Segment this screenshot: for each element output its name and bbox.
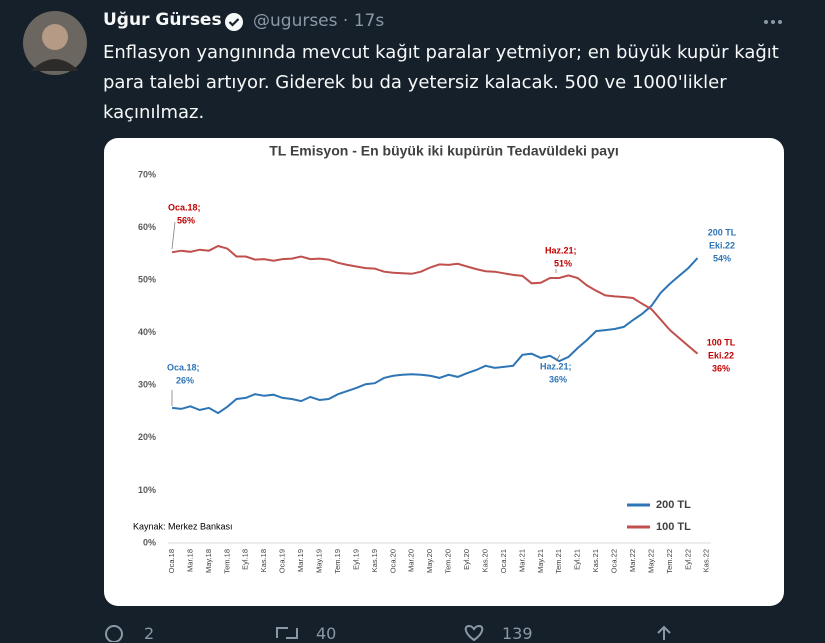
series-line — [171, 244, 699, 355]
annotation: 54% — [713, 253, 731, 263]
x-tick-label: Oca.22 — [610, 549, 619, 573]
x-tick-label: May.21 — [536, 549, 545, 573]
x-tick-label: Kas.19 — [370, 549, 379, 572]
x-tick-label: Eyl.18 — [241, 549, 250, 570]
x-tick-label: Oca.20 — [388, 549, 397, 573]
annotation: 36% — [549, 374, 567, 384]
x-tick-label: Tem.21 — [554, 549, 563, 574]
more-button[interactable] — [762, 14, 784, 30]
annotation: 26% — [176, 375, 194, 385]
x-tick-label: Eyl.21 — [573, 549, 582, 570]
x-tick-label: Oca.18 — [167, 549, 176, 573]
annotation: Oca.18; — [167, 362, 200, 372]
y-tick-label: 30% — [138, 380, 156, 390]
source: Kaynak: Merkez Bankası — [133, 521, 233, 531]
annotation: 100 TL — [707, 337, 736, 347]
x-tick-label: May.22 — [646, 549, 655, 573]
annotation: Haz.21; — [540, 361, 572, 371]
x-tick-label: Tem.19 — [333, 549, 342, 574]
like-count: 139 — [502, 624, 533, 643]
x-tick-label: Mar.18 — [185, 549, 194, 572]
y-tick-label: 0% — [143, 537, 156, 547]
y-tick-label: 70% — [138, 169, 156, 179]
x-tick-label: Tem.22 — [665, 549, 674, 574]
x-tick-label: Kas.22 — [702, 549, 711, 572]
x-tick-label: Tem.18 — [222, 549, 231, 574]
x-tick-label: Eyl.22 — [683, 549, 692, 570]
annotation: 56% — [177, 215, 195, 225]
x-tick-label: Eyl.20 — [462, 549, 471, 570]
reply-icon[interactable] — [104, 624, 124, 642]
x-tick-label: Eyl.19 — [351, 549, 360, 570]
x-tick-label: Kas.18 — [259, 549, 268, 572]
x-tick-label: Mar.19 — [296, 549, 305, 572]
y-tick-label: 40% — [138, 327, 156, 337]
reply-count: 2 — [144, 624, 155, 643]
annotation: 51% — [554, 258, 572, 268]
like-icon[interactable] — [462, 624, 486, 642]
leader-line — [555, 354, 561, 362]
verified-badge — [225, 13, 243, 31]
handle: @ugurses — [253, 11, 338, 31]
annotation: Oca.18; — [168, 202, 201, 212]
x-tick-label: Mar.21 — [517, 549, 526, 572]
x-tick-label: Oca.21 — [499, 549, 508, 573]
chart-title: TL Emisyon - En büyük iki kupürün Tedavü… — [269, 143, 619, 159]
x-tick-label: Kas.21 — [591, 549, 600, 572]
y-tick-label: 20% — [138, 432, 156, 442]
x-tick-label: Mar.22 — [628, 549, 637, 572]
author-handle[interactable]: @ugurses · 17s — [253, 11, 385, 31]
author-name[interactable]: Uğur Gürses — [103, 10, 222, 30]
y-tick-label: 60% — [138, 222, 156, 232]
annotation: 36% — [712, 363, 730, 373]
annotation: Eki.22 — [709, 240, 735, 250]
y-tick-label: 50% — [138, 275, 156, 285]
x-tick-label: Tem.20 — [444, 549, 453, 574]
x-tick-label: May.18 — [204, 549, 213, 573]
legend-label: 100 TL — [656, 521, 691, 533]
x-tick-label: May.19 — [315, 549, 324, 573]
chart-image[interactable]: TL Emisyon - En büyük iki kupürün Tedavü… — [104, 138, 784, 606]
tweet-text: Enflasyon yangınında mevcut kağıt parala… — [103, 42, 779, 123]
x-tick-label: Mar.20 — [407, 549, 416, 572]
timestamp: 17s — [353, 11, 385, 31]
retweet-count: 40 — [316, 624, 337, 643]
legend-label: 200 TL — [656, 499, 691, 511]
y-tick-label: 10% — [138, 485, 156, 495]
x-tick-label: Kas.20 — [480, 549, 489, 572]
annotation: Haz.21; — [545, 245, 577, 255]
annotation: Eki.22 — [708, 350, 734, 360]
series-line — [171, 257, 699, 415]
leader-line — [171, 221, 176, 250]
retweet-icon[interactable] — [274, 624, 300, 642]
annotation: 200 TL — [708, 227, 737, 237]
x-tick-label: May.20 — [425, 549, 434, 573]
avatar[interactable] — [23, 11, 87, 75]
x-tick-label: Oca.19 — [278, 549, 287, 573]
share-icon[interactable] — [654, 624, 674, 642]
chart: TL Emisyon - En büyük iki kupürün Tedavü… — [133, 143, 737, 574]
